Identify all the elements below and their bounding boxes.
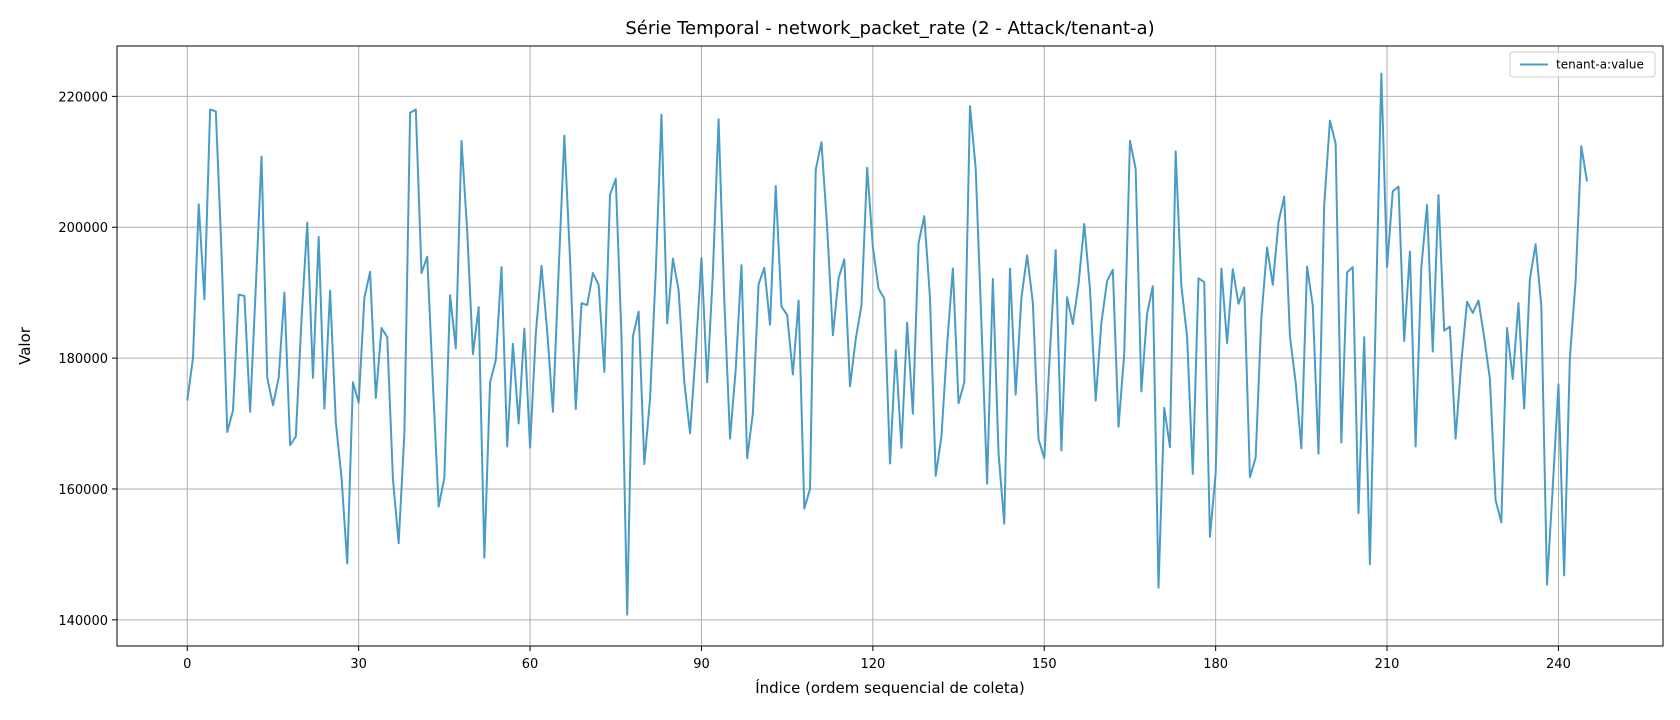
- chart-title: Série Temporal - network_packet_rate (2 …: [625, 18, 1154, 39]
- y-tick-label: 180000: [58, 352, 108, 367]
- legend: tenant-a:value: [1509, 51, 1656, 78]
- axes-frame: [116, 45, 1664, 647]
- x-tick-label: 0: [183, 657, 191, 672]
- x-axis-ticks: 0 30 60 90 120 150 180 210 240: [183, 646, 1571, 672]
- x-tick-label: 210: [1375, 657, 1400, 672]
- y-tick-label: 140000: [58, 614, 108, 629]
- x-tick-label: 30: [350, 657, 367, 672]
- plot-area: [186, 72, 1588, 616]
- x-tick-label: 60: [522, 657, 539, 672]
- x-tick-label: 180: [1203, 657, 1228, 672]
- y-tick-label: 220000: [58, 90, 108, 105]
- x-tick-label: 150: [1032, 657, 1057, 672]
- x-tick-label: 120: [860, 657, 885, 672]
- grid-lines: [117, 46, 1663, 646]
- y-tick-label: 160000: [58, 483, 108, 498]
- legend-label: tenant-a:value: [1556, 58, 1644, 72]
- y-axis-label: Valor: [16, 326, 34, 365]
- x-tick-label: 240: [1546, 657, 1571, 672]
- y-tick-label: 200000: [58, 221, 108, 236]
- series-line: [186, 72, 1588, 616]
- legend-box: [1509, 51, 1656, 78]
- y-axis-ticks: 140000 160000 180000 200000 220000: [58, 90, 117, 629]
- x-tick-label: 90: [693, 657, 710, 672]
- x-axis-label: Índice (ordem sequencial de coleta): [755, 678, 1025, 697]
